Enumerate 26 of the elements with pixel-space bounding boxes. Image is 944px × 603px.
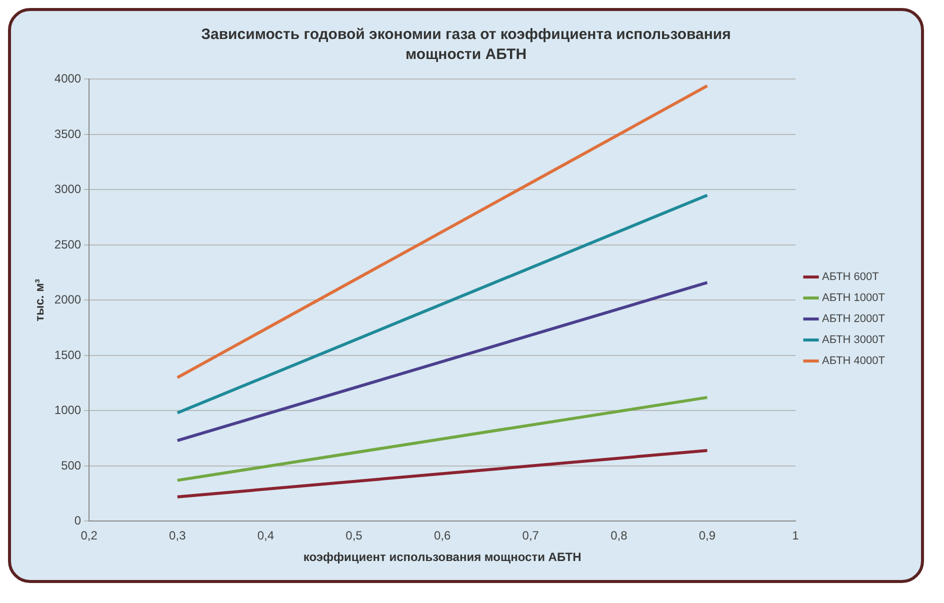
y-tick-label: 4000: [54, 72, 82, 86]
x-tick-label: 0,7: [522, 528, 540, 543]
legend-label: АБТН 4000Т: [822, 355, 886, 368]
chart-title: Зависимость годовой экономии газа от коэффициента использования мощности АБТН: [200, 25, 732, 65]
legend-label: АБТН 3000Т: [822, 334, 886, 346]
legend-label: АБТН 1000Т: [822, 292, 886, 304]
y-tick-label: 3000: [54, 182, 82, 196]
y-axis-title: тыс. м³: [32, 279, 47, 322]
y-tick-label: 3500: [54, 126, 82, 141]
x-tick-label: 0,5: [346, 528, 363, 543]
x-tick-label: 1: [792, 528, 800, 543]
y-tick-label: 500: [61, 458, 82, 472]
x-tick-label: 0,4: [257, 528, 274, 543]
legend-label: АБТН 2000Т: [822, 313, 886, 326]
y-tick-label: 1500: [54, 348, 82, 362]
y-tick-label: 2000: [54, 292, 82, 307]
x-tick-label: 0,3: [169, 528, 186, 543]
x-tick-label: 0,9: [698, 528, 716, 543]
x-tick-label: 0,8: [610, 528, 628, 543]
y-tick-label: 1000: [54, 403, 82, 418]
x-tick-label: 0,6: [434, 528, 451, 543]
x-axis-title: коэффициент использования мощности АБТН: [303, 550, 582, 564]
y-tick-label: 2500: [54, 237, 82, 252]
legend-label: АБТН 600Т: [822, 271, 880, 284]
y-tick-label: 0: [74, 514, 82, 528]
x-tick-label: 0,2: [80, 528, 98, 543]
